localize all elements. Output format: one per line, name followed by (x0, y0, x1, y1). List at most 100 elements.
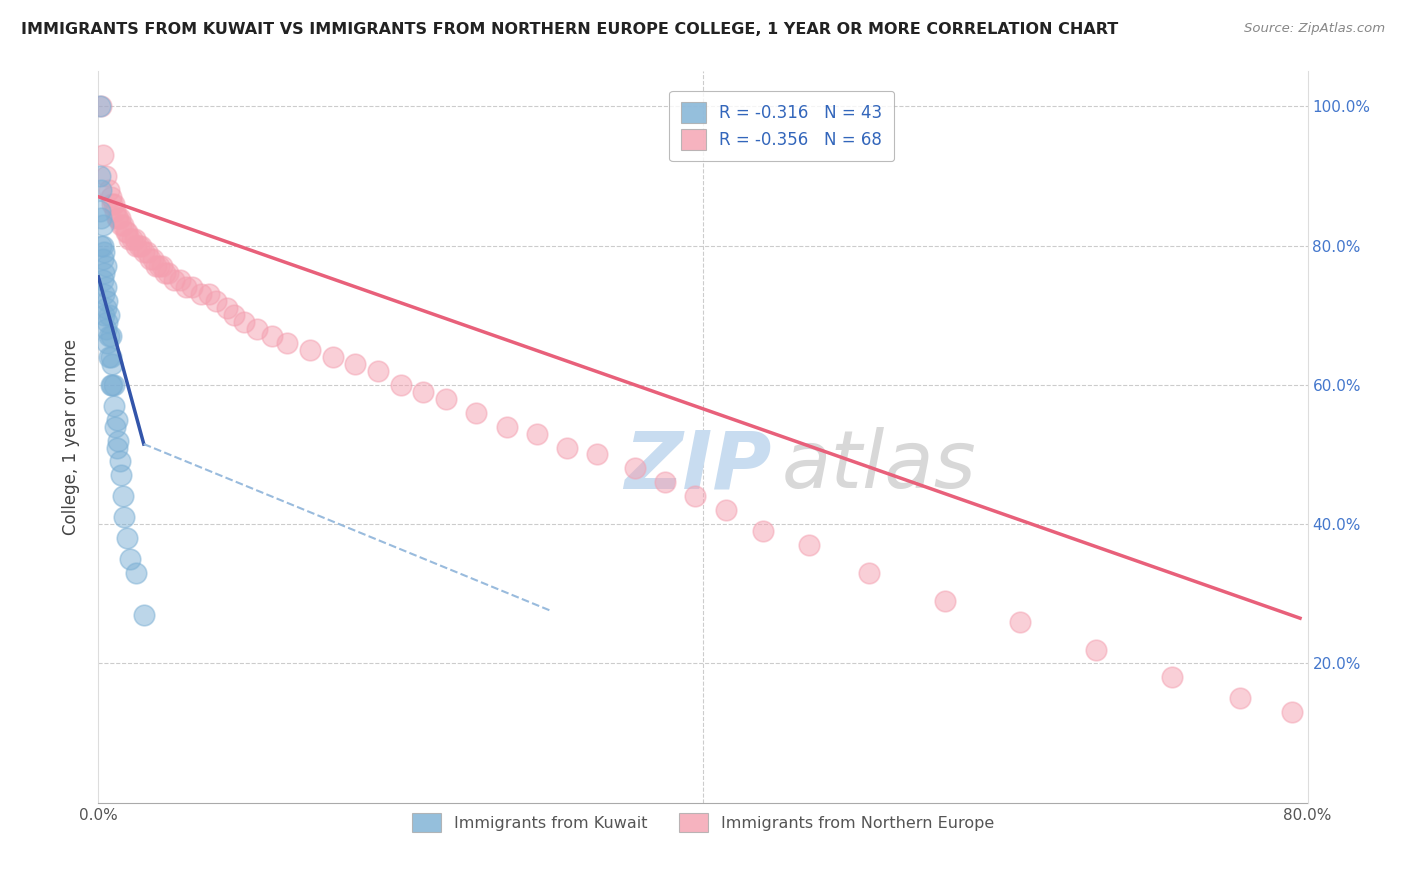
Point (1281, 705, 1303, 719)
Point (1160, 670, 1182, 684)
Point (101, 357, 124, 371)
Point (344, 357, 367, 371)
Point (104, 203, 127, 218)
Point (434, 392, 457, 406)
Point (115, 225, 138, 239)
Point (104, 419, 127, 434)
Point (262, 329, 284, 343)
Point (181, 280, 204, 294)
Point (90, 99, 112, 113)
Point (94, 322, 117, 336)
Point (94, 301, 117, 316)
Text: ZIP: ZIP (624, 427, 772, 506)
Point (752, 524, 775, 538)
Point (93, 266, 115, 280)
Point (105, 412, 128, 426)
Point (96, 315, 118, 329)
Point (114, 225, 136, 239)
Point (142, 252, 165, 267)
Point (103, 377, 125, 392)
Point (125, 238, 148, 252)
Point (91, 252, 114, 267)
Point (495, 419, 517, 434)
Point (120, 552, 142, 566)
Point (139, 252, 162, 267)
Point (197, 287, 219, 301)
Point (115, 531, 138, 545)
Point (100, 190, 122, 204)
Point (91, 238, 114, 252)
Point (93, 245, 115, 260)
Point (100, 377, 122, 392)
Point (94, 260, 117, 274)
Point (555, 441, 578, 455)
Point (91, 273, 114, 287)
Point (1229, 691, 1251, 706)
Point (98, 350, 121, 364)
Point (103, 196, 125, 211)
Point (103, 399, 125, 413)
Point (322, 350, 344, 364)
Point (101, 196, 124, 211)
Point (132, 607, 155, 622)
Point (246, 322, 269, 336)
Point (105, 441, 128, 455)
Point (98, 329, 121, 343)
Point (91, 148, 114, 162)
Point (797, 538, 820, 552)
Point (111, 489, 134, 503)
Point (215, 301, 238, 316)
Point (89, 169, 111, 183)
Point (107, 434, 129, 448)
Point (128, 238, 150, 252)
Point (153, 266, 176, 280)
Legend: Immigrants from Kuwait, Immigrants from Northern Europe: Immigrants from Kuwait, Immigrants from … (406, 806, 1000, 838)
Point (148, 260, 170, 274)
Point (156, 266, 179, 280)
Point (205, 294, 228, 309)
Point (389, 377, 412, 392)
Point (89, 99, 111, 113)
Text: Source: ZipAtlas.com: Source: ZipAtlas.com (1244, 22, 1385, 36)
Point (108, 211, 131, 225)
Point (91, 218, 114, 232)
Point (714, 503, 737, 517)
Point (94, 169, 117, 183)
Point (98, 183, 121, 197)
Point (465, 406, 488, 420)
Point (145, 260, 167, 274)
Point (934, 594, 956, 608)
Point (150, 260, 173, 274)
Point (112, 510, 135, 524)
Point (107, 211, 129, 225)
Point (135, 245, 157, 260)
Point (93, 287, 115, 301)
Point (89, 203, 111, 218)
Point (367, 364, 389, 378)
Point (96, 294, 118, 309)
Point (90, 211, 112, 225)
Point (108, 454, 131, 468)
Point (163, 273, 186, 287)
Point (94, 280, 117, 294)
Y-axis label: College, 1 year or more: College, 1 year or more (62, 339, 80, 535)
Point (299, 343, 322, 357)
Point (858, 566, 880, 580)
Point (624, 461, 647, 475)
Point (132, 245, 155, 260)
Point (169, 273, 191, 287)
Point (96, 336, 118, 351)
Point (1085, 642, 1108, 657)
Point (121, 231, 143, 245)
Point (101, 377, 124, 392)
Point (276, 336, 298, 351)
Text: atlas: atlas (782, 427, 976, 506)
Point (118, 231, 141, 245)
Point (105, 211, 128, 225)
Point (174, 280, 197, 294)
Point (125, 566, 148, 580)
Point (232, 315, 254, 329)
Point (100, 350, 122, 364)
Point (526, 426, 548, 441)
Point (1010, 615, 1032, 629)
